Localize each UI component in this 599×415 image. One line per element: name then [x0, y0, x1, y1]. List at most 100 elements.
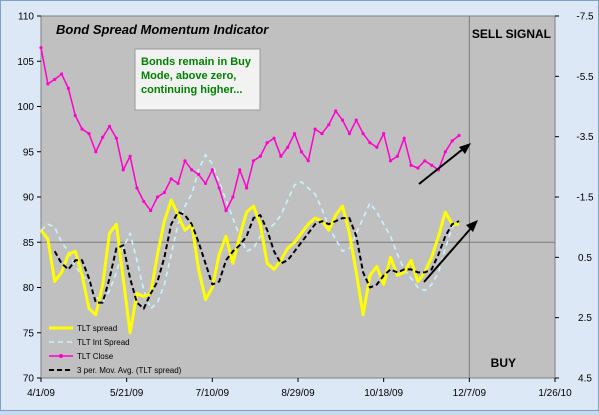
data-point-tlt-close: [457, 133, 461, 138]
legend: TLT spread TLT Int Spread TLT Close 3 per. …: [49, 324, 182, 375]
data-point-tlt-close: [224, 208, 228, 213]
y-left-tick-label: 100: [17, 102, 34, 113]
data-point-tlt-close: [320, 132, 324, 136]
y-left-tick-label: 85: [23, 238, 35, 249]
data-point-tlt-close: [327, 123, 331, 127]
y-right-tick-label: -1.5: [576, 193, 594, 204]
data-point-tlt-close: [395, 154, 399, 158]
x-tick-label: 4/1/09: [27, 388, 55, 399]
y-left-tick-label: 80: [23, 283, 35, 294]
data-point-tlt-close: [231, 195, 235, 199]
series-line-tlt-close: [40, 47, 460, 212]
y-left-tick-label: 75: [23, 328, 35, 339]
sell-signal-label: SELL SIGNAL: [472, 27, 551, 41]
data-point-tlt-close: [169, 177, 173, 181]
x-tick-label: 10/18/09: [364, 388, 403, 399]
y-right-tick-label: -5.5: [576, 72, 594, 83]
data-point-tlt-close: [443, 150, 447, 154]
legend-marker: [59, 354, 63, 358]
data-point-tlt-close: [66, 86, 71, 90]
data-point-tlt-close: [306, 159, 310, 163]
data-point-tlt-close: [430, 163, 434, 167]
data-point-tlt-close: [382, 132, 386, 136]
data-point-tlt-close: [334, 109, 338, 113]
data-point-tlt-close: [128, 154, 132, 158]
data-point-tlt-close: [375, 145, 379, 149]
data-point-tlt-close: [190, 168, 194, 172]
data-point-tlt-close: [46, 82, 50, 86]
data-point-tlt-close: [292, 132, 297, 136]
y-right-tick-label: 0.5: [578, 253, 592, 264]
data-point-tlt-close: [217, 186, 221, 190]
data-point-tlt-close: [238, 168, 242, 172]
plot-area: [40, 15, 556, 379]
data-point-tlt-close: [299, 150, 304, 154]
data-point-tlt-close: [176, 181, 180, 186]
data-point-tlt-close: [183, 159, 187, 163]
data-point-tlt-close: [340, 118, 345, 122]
data-point-tlt-close: [121, 168, 125, 172]
y-right-tick-label: -3.5: [576, 132, 594, 143]
annotation-line: Mode, above zero,: [141, 70, 236, 82]
data-point-tlt-close: [155, 195, 160, 199]
series-line-tlt-int-spread: [40, 154, 460, 310]
y-left-tick-label: 95: [23, 147, 35, 158]
x-tick-label: 5/21/09: [110, 388, 144, 399]
series-line-tlt-spread: [39, 198, 460, 335]
data-point-tlt-close: [258, 154, 262, 158]
x-tick-label: 8/29/09: [281, 388, 315, 399]
data-point-tlt-close: [368, 141, 372, 145]
y-right-tick-label: 4.5: [578, 374, 592, 385]
data-point-tlt-close: [73, 113, 77, 118]
y-left-tick-label: 105: [17, 57, 34, 68]
data-point-tlt-close: [388, 159, 393, 163]
data-point-tlt-close: [272, 136, 276, 140]
legend-label: TLT Close: [77, 352, 114, 361]
data-point-tlt-close: [245, 186, 249, 190]
data-point-tlt-close: [347, 132, 351, 136]
data-point-tlt-close: [114, 136, 118, 140]
data-point-tlt-close: [265, 141, 269, 145]
data-point-tlt-close: [361, 132, 365, 136]
data-point-tlt-close: [251, 159, 256, 163]
data-point-tlt-close: [279, 154, 283, 158]
data-point-tlt-close: [450, 139, 454, 143]
legend-label: TLT Int Spread: [77, 338, 130, 347]
data-point-tlt-close: [210, 168, 214, 172]
legend-label: 3 per. Mov. Avg. (TLT spread): [77, 366, 182, 375]
data-point-tlt-close: [94, 150, 98, 154]
annotation-box: Bonds remain in Buy Mode, above zero, co…: [134, 48, 261, 111]
data-point-tlt-close: [59, 72, 64, 76]
data-point-tlt-close: [135, 186, 139, 190]
chart-title: Bond Spread Momentum Indicator: [56, 22, 269, 37]
annotation-line: Bonds remain in Buy: [141, 56, 252, 68]
data-point-tlt-close: [416, 166, 420, 170]
data-point-tlt-close: [53, 77, 57, 81]
data-point-tlt-close: [107, 124, 112, 129]
y-left-tick-label: 70: [23, 374, 35, 385]
data-point-tlt-close: [313, 127, 317, 131]
data-point-tlt-close: [149, 208, 153, 213]
data-point-tlt-close: [286, 145, 290, 149]
y-right-tick-label: 2.5: [578, 313, 592, 324]
trend-arrow-upper: [418, 143, 471, 185]
data-point-tlt-close: [162, 190, 166, 195]
data-point-tlt-close: [101, 135, 105, 139]
y-left-tick-label: 90: [23, 193, 35, 204]
data-point-tlt-close: [423, 159, 427, 163]
buy-signal-label: BUY: [491, 356, 516, 370]
data-point-tlt-close: [402, 136, 406, 140]
data-point-tlt-close: [142, 199, 146, 204]
data-point-tlt-close: [409, 163, 413, 167]
data-point-tlt-close: [197, 172, 201, 176]
x-tick-label: 1/26/10: [538, 388, 572, 399]
y-right-tick-label: -7.5: [576, 12, 594, 23]
y-left-tick-label: 110: [18, 12, 34, 23]
data-point-tlt-close: [354, 118, 358, 122]
data-point-tlt-close: [39, 46, 43, 50]
data-point-tlt-close: [203, 181, 208, 186]
data-point-tlt-close: [87, 132, 91, 136]
legend-label: TLT spread: [77, 324, 117, 333]
